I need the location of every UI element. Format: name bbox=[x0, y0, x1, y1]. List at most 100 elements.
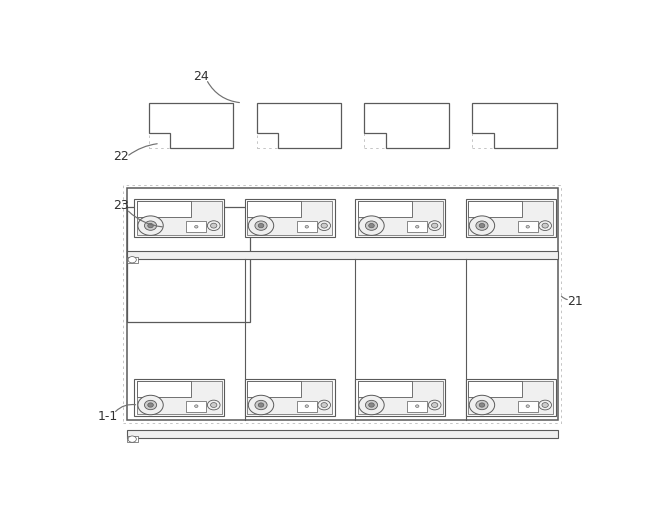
Bar bbox=[127, 430, 558, 438]
Circle shape bbox=[148, 224, 153, 228]
Bar bbox=[247, 201, 332, 235]
Circle shape bbox=[305, 225, 308, 228]
Bar bbox=[137, 201, 191, 217]
Circle shape bbox=[416, 225, 419, 228]
Circle shape bbox=[211, 402, 217, 408]
Bar bbox=[355, 200, 445, 237]
Circle shape bbox=[365, 400, 378, 410]
Circle shape bbox=[211, 223, 217, 228]
Circle shape bbox=[321, 223, 328, 228]
Circle shape bbox=[432, 223, 438, 228]
Circle shape bbox=[138, 395, 163, 415]
Bar bbox=[472, 103, 557, 148]
Circle shape bbox=[359, 216, 384, 236]
Circle shape bbox=[476, 221, 488, 230]
Circle shape bbox=[476, 400, 488, 410]
Bar bbox=[465, 200, 556, 237]
Bar bbox=[358, 201, 443, 235]
Bar bbox=[247, 381, 301, 396]
Circle shape bbox=[208, 400, 220, 410]
Circle shape bbox=[369, 403, 375, 407]
Circle shape bbox=[542, 223, 548, 228]
Polygon shape bbox=[149, 103, 233, 148]
Circle shape bbox=[469, 216, 495, 236]
Text: 23: 23 bbox=[113, 199, 129, 212]
Circle shape bbox=[359, 395, 384, 415]
Bar bbox=[127, 257, 138, 263]
Circle shape bbox=[145, 221, 156, 230]
Circle shape bbox=[321, 402, 328, 408]
Bar bbox=[365, 103, 450, 148]
Bar bbox=[137, 381, 221, 414]
Bar bbox=[127, 436, 138, 442]
Polygon shape bbox=[257, 103, 341, 148]
Circle shape bbox=[365, 221, 378, 230]
Text: 1-1: 1-1 bbox=[97, 410, 117, 423]
Bar bbox=[407, 400, 427, 412]
Circle shape bbox=[195, 405, 198, 408]
Bar bbox=[518, 221, 538, 232]
Circle shape bbox=[428, 221, 441, 230]
Text: 24: 24 bbox=[193, 70, 209, 83]
Circle shape bbox=[258, 224, 264, 228]
Circle shape bbox=[145, 400, 156, 410]
Circle shape bbox=[526, 405, 530, 408]
Bar bbox=[518, 400, 538, 412]
Circle shape bbox=[138, 216, 163, 236]
Bar bbox=[137, 201, 221, 235]
Bar bbox=[358, 201, 412, 217]
Circle shape bbox=[148, 403, 153, 407]
Circle shape bbox=[318, 221, 331, 230]
Bar bbox=[468, 381, 522, 396]
Bar bbox=[468, 201, 553, 235]
Bar bbox=[137, 381, 191, 396]
Circle shape bbox=[526, 225, 530, 228]
Circle shape bbox=[416, 405, 419, 408]
Circle shape bbox=[258, 403, 264, 407]
Bar bbox=[358, 381, 443, 414]
Bar bbox=[134, 379, 224, 416]
Circle shape bbox=[469, 395, 495, 415]
Text: 22: 22 bbox=[113, 150, 129, 162]
Circle shape bbox=[249, 216, 274, 236]
Bar bbox=[247, 201, 301, 217]
Text: 21: 21 bbox=[568, 295, 583, 308]
Circle shape bbox=[208, 221, 220, 230]
Bar bbox=[468, 201, 522, 217]
Circle shape bbox=[249, 395, 274, 415]
Circle shape bbox=[128, 436, 137, 442]
Circle shape bbox=[542, 402, 548, 408]
Bar bbox=[149, 103, 233, 148]
Bar bbox=[297, 221, 317, 232]
Circle shape bbox=[255, 400, 267, 410]
Polygon shape bbox=[472, 103, 557, 148]
Bar bbox=[358, 381, 412, 396]
Circle shape bbox=[479, 224, 485, 228]
Bar bbox=[127, 251, 558, 259]
Circle shape bbox=[432, 402, 438, 408]
Circle shape bbox=[369, 224, 375, 228]
Circle shape bbox=[428, 400, 441, 410]
Circle shape bbox=[539, 400, 552, 410]
Polygon shape bbox=[365, 103, 450, 148]
Bar bbox=[245, 379, 335, 416]
Circle shape bbox=[539, 221, 552, 230]
Bar bbox=[134, 200, 224, 237]
Bar bbox=[297, 400, 317, 412]
Bar bbox=[407, 221, 427, 232]
Bar bbox=[245, 200, 335, 237]
Bar bbox=[186, 400, 206, 412]
Circle shape bbox=[128, 257, 137, 263]
Bar bbox=[127, 207, 250, 322]
Circle shape bbox=[479, 403, 485, 407]
Circle shape bbox=[195, 225, 198, 228]
Bar bbox=[355, 379, 445, 416]
Bar bbox=[247, 381, 332, 414]
Circle shape bbox=[318, 400, 331, 410]
Bar bbox=[123, 185, 562, 422]
Bar bbox=[257, 103, 341, 148]
Bar bbox=[468, 381, 553, 414]
Bar bbox=[127, 187, 558, 420]
Bar bbox=[186, 221, 206, 232]
Circle shape bbox=[305, 405, 308, 408]
